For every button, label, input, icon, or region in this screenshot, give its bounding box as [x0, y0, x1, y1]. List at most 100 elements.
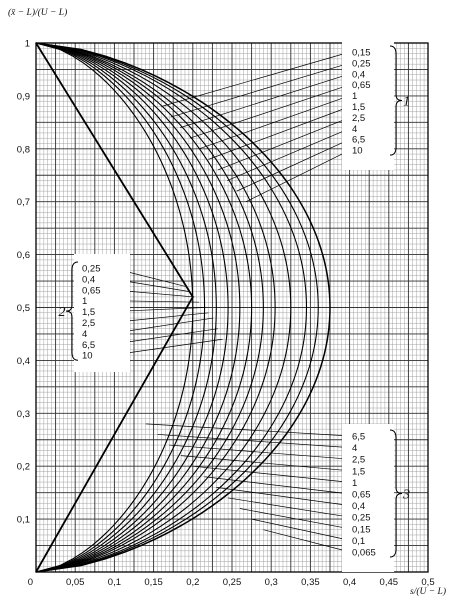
group-2-label: 2,5: [82, 318, 95, 329]
leader-line: [180, 73, 351, 128]
curve-2_5: [35, 42, 229, 573]
leader-line: [239, 508, 351, 530]
group-2-label: 0,4: [82, 274, 95, 285]
plot-frame: [35, 42, 429, 573]
curve-4: [35, 42, 217, 573]
tick-labels: 0,05 0,1 0,15 0,2 0,25 0,3 0,35 0,4 0,45 0,500,10…: [17, 39, 435, 589]
curve-10: [35, 42, 194, 573]
y-tick-label: 0,1: [17, 515, 30, 526]
group-1-label: 2,5: [352, 113, 365, 124]
group-1-label: 0,4: [352, 69, 365, 80]
y-tick-label: 0,5: [17, 303, 30, 314]
curve-0_65: [35, 42, 264, 573]
y-tick-label: 0,3: [17, 409, 30, 420]
group-1-label: 0,25: [352, 58, 371, 69]
leader-line: [189, 84, 351, 139]
plot-border: [35, 42, 429, 573]
group-2-label: 0,65: [82, 285, 101, 296]
group-1-label: 1,5: [352, 102, 365, 113]
curve-1_5: [35, 42, 241, 573]
group-1-label: 6,5: [352, 135, 365, 146]
group-2-label: 6,5: [82, 340, 95, 351]
leader-line: [145, 423, 351, 437]
x-tick-label: 0,15: [144, 577, 163, 588]
group-1-label: 4: [352, 124, 357, 135]
group-1-label: 0,15: [352, 48, 371, 59]
curve-0_065: [35, 42, 331, 573]
curve-0_25: [35, 42, 292, 573]
curve-0_1: [35, 42, 319, 573]
leader-lines: [111, 51, 351, 553]
leader-line: [216, 487, 351, 506]
x-axis-label: s/(U − L): [410, 586, 446, 597]
group-1-box: [342, 42, 394, 170]
y-tick-label: 0,6: [17, 250, 30, 261]
x-tick-label: 0,35: [301, 577, 320, 588]
group-2-brace: [65, 261, 79, 361]
leader-line: [251, 518, 351, 541]
leader-line: [208, 106, 351, 160]
group-3-label: 0,1: [352, 536, 365, 547]
curve-1: [35, 42, 253, 573]
group-3-label: 0,65: [352, 490, 371, 501]
y-tick-label: 1: [25, 39, 30, 50]
group-1-number: 1: [403, 95, 410, 110]
y-tick-label: 0,2: [17, 462, 30, 473]
leader-line: [263, 529, 351, 553]
leader-line: [170, 62, 351, 118]
y-axis-label: (x̄ − L)/(U − L): [8, 7, 67, 18]
group-1-label: 0,65: [352, 80, 371, 91]
group-1-brace: [389, 45, 403, 156]
curve-0_4: [35, 42, 276, 573]
leader-line: [236, 138, 351, 192]
group-3-label: 2,5: [352, 455, 365, 466]
group-3-number: 3: [402, 488, 410, 503]
y-tick-label: 0,9: [17, 91, 30, 102]
x-tick-label: 0,2: [186, 577, 199, 588]
group-2-number: 2: [59, 305, 66, 320]
group-3-label: 0,25: [352, 513, 371, 524]
curve-6_5: [35, 42, 206, 573]
group-3-label: 0,065: [352, 548, 376, 559]
leader-line: [192, 465, 351, 483]
leader-line: [181, 455, 351, 472]
y-tick-label: 0,7: [17, 197, 30, 208]
x-tick-label: 0,5: [421, 577, 434, 588]
leader-line: [169, 444, 351, 460]
leader-line: [198, 95, 351, 150]
group-2-label: 1: [82, 296, 87, 307]
x-tick-label: 0,45: [380, 577, 399, 588]
group-3-label: 0,15: [352, 524, 371, 535]
leader-line: [204, 476, 351, 495]
group-3-box: [342, 424, 394, 572]
x-tick-label: 0,4: [343, 577, 356, 588]
curve-0_15: [35, 42, 308, 573]
curves: [35, 42, 331, 573]
group-2-label: 0,25: [82, 264, 101, 275]
group-1-label: 10: [352, 146, 363, 157]
leader-line: [111, 338, 223, 356]
x-tick-label: 0,1: [108, 577, 121, 588]
group-2-label: 4: [82, 329, 87, 340]
group-1-label: 1: [352, 91, 357, 102]
x-tick-label: 0,25: [223, 577, 242, 588]
leader-line: [245, 149, 351, 203]
leader-line: [161, 51, 351, 107]
group-3-brace: [389, 429, 403, 558]
y-tick-label: 0,8: [17, 144, 30, 155]
group-3-label: 6,5: [352, 432, 365, 443]
group-3-label: 1,5: [352, 466, 365, 477]
group-2-box: [74, 254, 130, 372]
group-2-label: 10: [82, 351, 93, 362]
leader-line: [227, 127, 351, 181]
label-boxes: [74, 42, 394, 572]
leader-line: [157, 434, 351, 448]
group-3-label: 1: [352, 478, 357, 489]
leader-line: [217, 117, 351, 171]
x-tick-label: 0: [28, 577, 33, 588]
group-3-label: 0,4: [352, 501, 365, 512]
x-tick-label: 0,05: [66, 577, 85, 588]
group-3-label: 4: [352, 443, 357, 454]
y-tick-label: 0,4: [17, 356, 30, 367]
